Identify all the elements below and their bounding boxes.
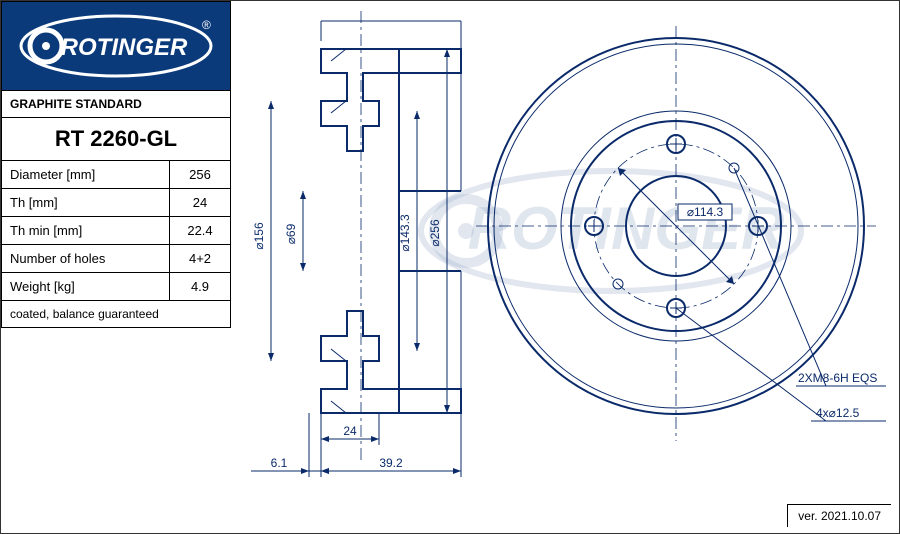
dim-6-1: 6.1 [271,456,288,470]
dim-d256: ⌀256 [428,219,442,247]
spec-row: Diameter [mm] 256 [1,161,231,189]
info-panel: ROTINGER ® GRAPHITE STANDARD RT 2260-GL … [1,1,231,481]
spec-label: Th [mm] [2,189,170,216]
version-label: ver. 2021.10.07 [787,504,891,527]
spec-value: 256 [170,161,230,188]
spec-label: Th min [mm] [2,217,170,244]
watermark: ROTINGER [421,171,801,291]
spec-value: 4+2 [170,245,230,272]
spec-row: Number of holes 4+2 [1,245,231,273]
callout-holes: 4x⌀12.5 [816,406,860,420]
dim-d143: ⌀143.3 [398,214,412,252]
spec-value: 4.9 [170,273,230,300]
standard-label: GRAPHITE STANDARD [1,91,231,118]
spec-label: Number of holes [2,245,170,272]
registered-mark: ® [202,18,211,32]
spec-row: Th [mm] 24 [1,189,231,217]
page: ROTINGER ® GRAPHITE STANDARD RT 2260-GL … [0,0,900,534]
dim-24: 24 [343,424,357,438]
spec-row: Weight [kg] 4.9 [1,273,231,301]
spec-row: Th min [mm] 22.4 [1,217,231,245]
dim-39-2: 39.2 [379,456,403,470]
side-view: ⌀156 ⌀69 ⌀143.3 ⌀256 [251,11,461,477]
spec-value: 22.4 [170,217,230,244]
dim-bolt-circle: ⌀114.3 [687,205,724,219]
footer-note: coated, balance guaranteed [1,301,231,328]
dim-d69: ⌀69 [284,223,298,244]
callout-threads: 2XM8-6H EQS [798,371,877,385]
technical-drawing: ROTINGER [231,1,900,521]
brand-logo-box: ROTINGER ® [1,1,231,91]
part-number: RT 2260-GL [1,118,231,161]
brand-logo: ROTINGER ® [16,11,216,81]
spec-value: 24 [170,189,230,216]
brand-text: ROTINGER [61,34,188,61]
spec-label: Weight [kg] [2,273,170,300]
dim-d156: ⌀156 [252,222,266,250]
spec-label: Diameter [mm] [2,161,170,188]
